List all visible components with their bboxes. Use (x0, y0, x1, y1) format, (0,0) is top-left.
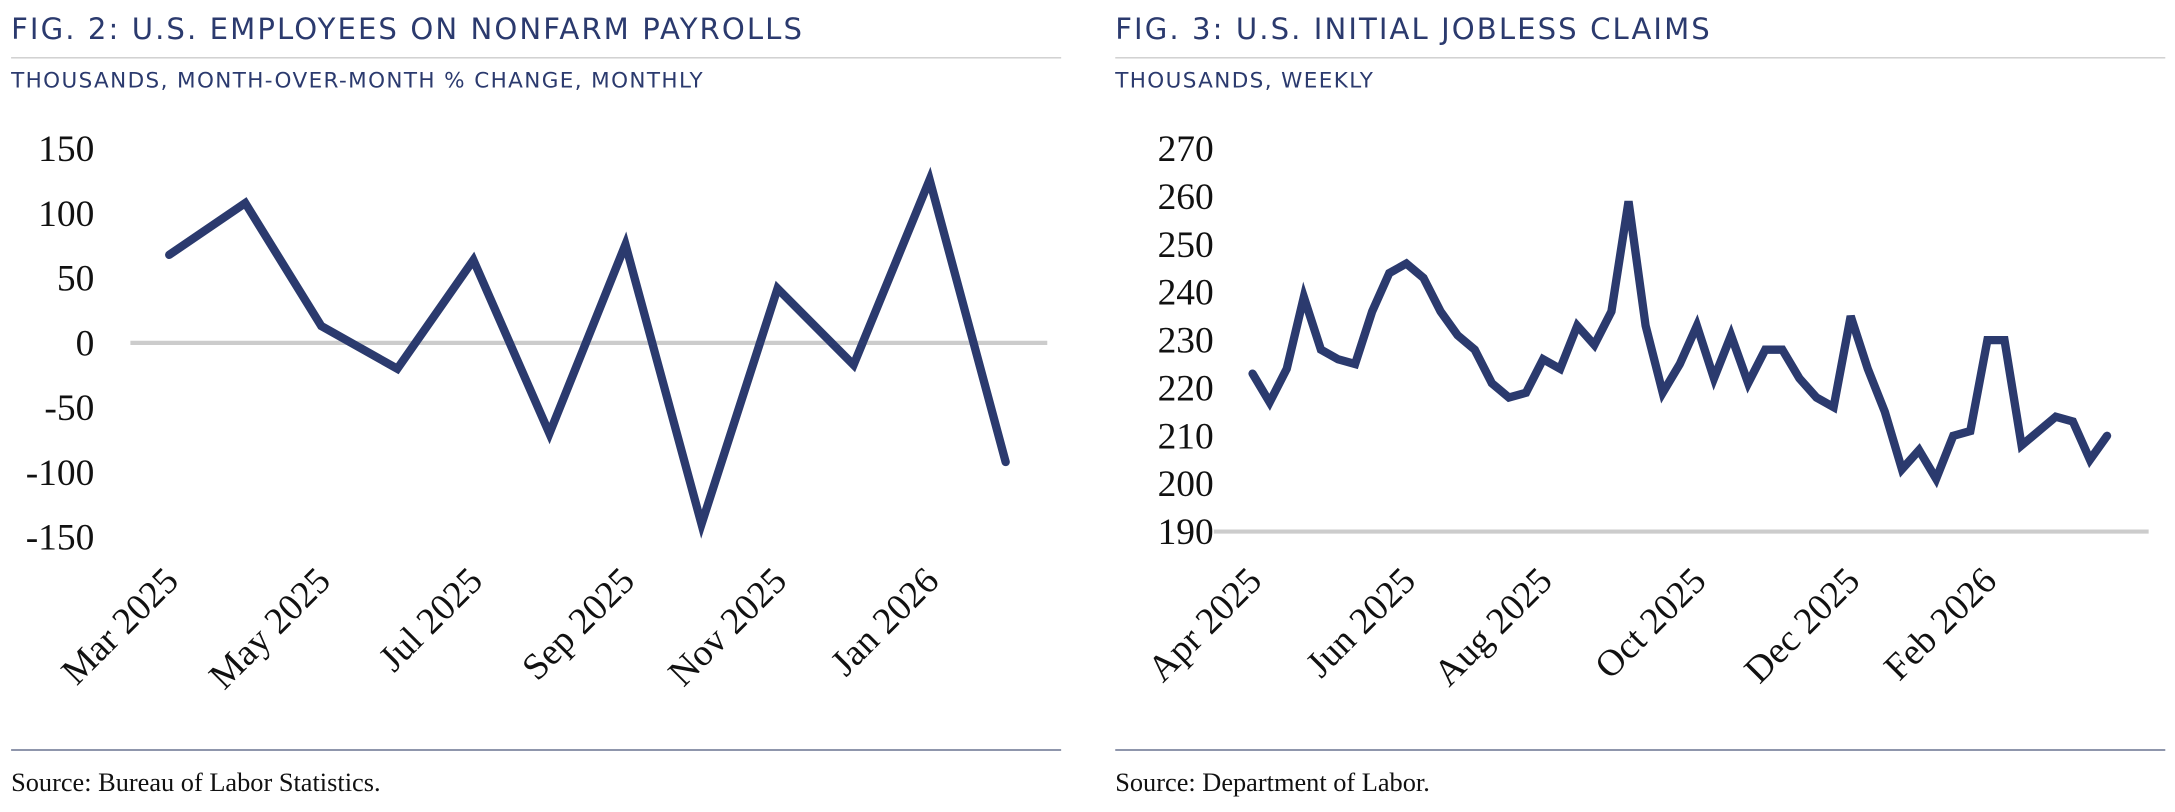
chart-title: FIG. 3: U.S. INITIAL JOBLESS CLAIMS (1115, 12, 1712, 46)
y-tick-label: -150 (26, 518, 95, 559)
y-tick-label: 230 (1158, 321, 1214, 362)
y-tick-label: -100 (26, 453, 95, 494)
chart-title: FIG. 2: U.S. EMPLOYEES ON NONFARM PAYROL… (11, 12, 804, 46)
x-tick-label: Apr 2025 (1140, 560, 1270, 690)
y-tick-label: 200 (1158, 464, 1214, 505)
x-tick-label: Aug 2025 (1426, 560, 1560, 694)
x-tick-label: Sep 2025 (515, 560, 643, 688)
chart-subtitle: THOUSANDS, WEEKLY (1114, 69, 1374, 94)
source: Source: Bureau of Labor Statistics. (11, 768, 380, 797)
y-tick-label: 210 (1158, 416, 1214, 457)
y-tick-label: 270 (1158, 129, 1214, 170)
x-tick-label: May 2025 (202, 560, 339, 697)
x-tick-label: Jun 2025 (1298, 560, 1423, 685)
y-tick-label: 190 (1158, 512, 1214, 553)
x-tick-label: Jan 2026 (823, 560, 947, 684)
x-tick-label: Nov 2025 (661, 560, 795, 694)
x-tick-label: Oct 2025 (1588, 560, 1715, 687)
y-tick-label: -50 (44, 388, 94, 429)
y-tick-label: 150 (38, 129, 94, 170)
chart-subtitle: THOUSANDS, MONTH-OVER-MONTH % CHANGE, MO… (10, 69, 704, 94)
y-tick-label: 260 (1158, 177, 1214, 218)
y-tick-label: 240 (1158, 273, 1214, 314)
source: Source: Department of Labor. (1115, 768, 1430, 797)
y-tick-label: 0 (76, 323, 95, 364)
x-tick-label: Dec 2025 (1737, 560, 1868, 691)
y-tick-label: 250 (1158, 225, 1214, 266)
y-tick-label: 220 (1158, 368, 1214, 409)
data-line (165, 166, 1010, 539)
y-tick-label: 50 (57, 259, 94, 300)
x-tick-label: Mar 2025 (54, 560, 187, 693)
data-line (1248, 200, 2112, 489)
x-tick-label: Jul 2025 (371, 560, 490, 679)
x-tick-label: Feb 2026 (1877, 560, 2005, 688)
y-tick-label: 100 (38, 194, 94, 235)
